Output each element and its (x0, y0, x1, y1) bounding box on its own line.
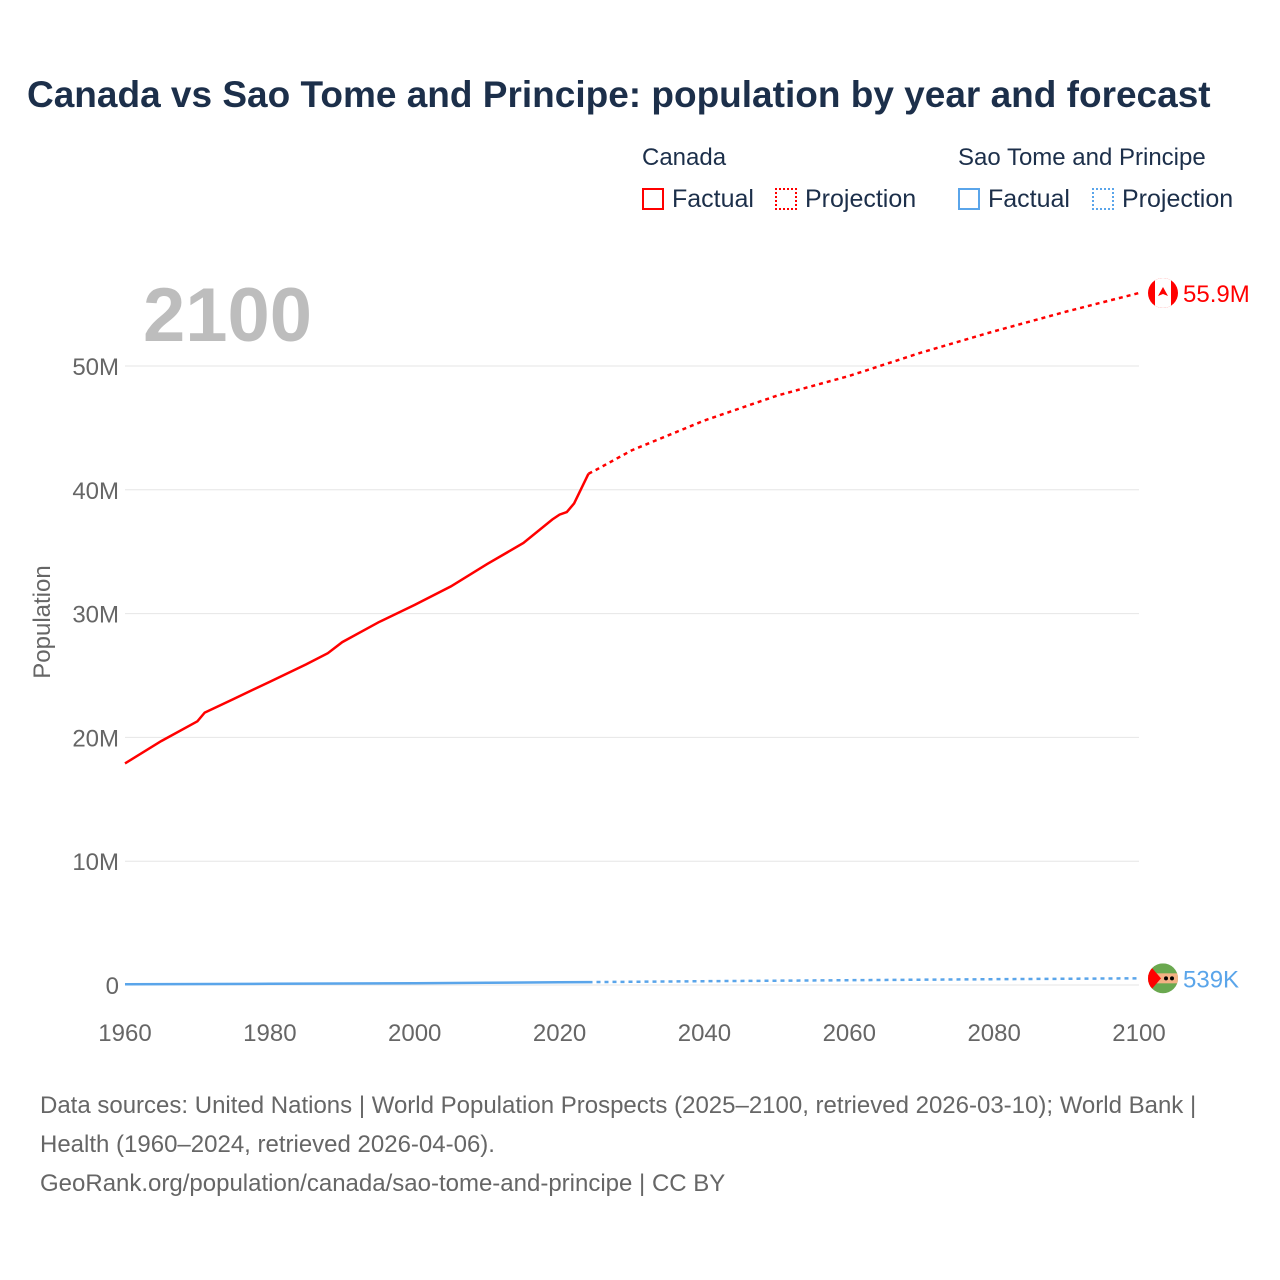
plot-area: 0 10M 20M 30M 40M 50M 1960 1980 2000 2020 2040 2060… (29, 277, 1250, 1047)
legend-label: Projection (805, 185, 917, 213)
legend-stp-factual[interactable]: Factual (958, 185, 1070, 214)
legend-swatch-dotted (1092, 188, 1114, 210)
flag-body (1148, 963, 1178, 994)
end-value-label: 539K (1183, 966, 1239, 993)
star-icon (1164, 976, 1168, 981)
series-line-sao-tome-and-principe-factual (124, 980, 589, 986)
y-tick-label: 0 (106, 973, 119, 1000)
x-tick-label: 1980 (243, 1020, 296, 1047)
legend-label: Factual (672, 185, 754, 213)
x-tick-label: 2040 (678, 1020, 731, 1047)
x-tick-label: 2100 (1112, 1020, 1165, 1047)
legend-stp-projection[interactable]: Projection (1092, 185, 1233, 214)
legend-group-canada: Canada (642, 144, 727, 171)
flag-red-triangle (1148, 963, 1161, 994)
legend-canada-factual[interactable]: Factual (642, 185, 754, 214)
maple-leaf-icon (1158, 286, 1168, 296)
canada-flag-icon (1148, 277, 1178, 308)
x-tick-label: 1960 (98, 1020, 151, 1047)
x-tick-label: 2060 (823, 1020, 876, 1047)
legend-label: Factual (988, 185, 1070, 213)
legend-group-stp: Sao Tome and Principe (958, 144, 1206, 171)
y-tick-label: 20M (72, 725, 119, 752)
y-tick-label: 10M (72, 849, 119, 876)
legend-swatch-solid (642, 188, 664, 210)
y-tick-label: 50M (72, 354, 119, 381)
y-tick-label: 30M (72, 602, 119, 629)
x-tick-label: 2020 (533, 1020, 586, 1047)
flag-yellow (1148, 973, 1178, 984)
y-tick-label: 40M (72, 478, 119, 505)
end-value-label: 55.9M (1183, 281, 1250, 308)
data-sources: Data sources: United Nations | World Pop… (40, 1086, 1240, 1203)
legend-label: Projection (1122, 185, 1234, 213)
series-line-canada-projection (587, 291, 1140, 475)
x-tick-label: 2000 (388, 1020, 441, 1047)
legend-swatch-solid (958, 188, 980, 210)
series-line-sao-tome-and-principe-projection (588, 977, 1140, 984)
legend-canada-projection[interactable]: Projection (775, 185, 916, 214)
attribution-link[interactable]: GeoRank.org/population/canada/sao-tome-a… (40, 1170, 726, 1197)
sources-line: Data sources: United Nations | World Pop… (40, 1092, 1197, 1158)
x-tick-label: 2080 (967, 1020, 1020, 1047)
flag-body (1148, 277, 1178, 308)
chart-title: Canada vs Sao Tome and Principe: populat… (27, 74, 1211, 115)
legend-swatch-dotted (775, 188, 797, 210)
sao-tome-flag-icon (1148, 963, 1178, 994)
current-year-label: 2100 (143, 273, 313, 358)
series-line-canada-factual (124, 473, 590, 765)
star-icon (1170, 976, 1174, 981)
y-axis-label: Population (29, 565, 56, 678)
